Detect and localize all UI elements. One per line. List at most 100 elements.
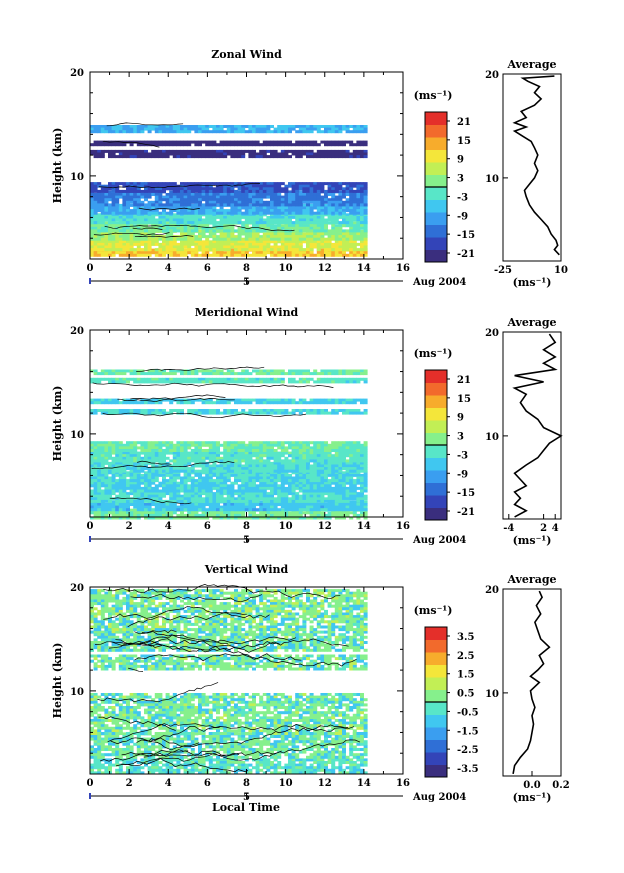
heatmap-cell bbox=[154, 486, 159, 490]
heatmap-cell bbox=[144, 471, 148, 475]
heatmap-cell bbox=[259, 492, 264, 496]
heatmap-cell bbox=[237, 242, 242, 246]
heatmap-cell bbox=[97, 516, 102, 520]
heatmap-cell bbox=[122, 198, 127, 202]
heatmap-cell bbox=[306, 127, 310, 131]
heatmap-cell bbox=[237, 149, 242, 153]
heatmap-cell bbox=[118, 152, 123, 156]
heatmap-cell bbox=[144, 481, 148, 485]
heatmap-cell bbox=[234, 489, 238, 493]
heatmap-cell bbox=[147, 200, 152, 204]
heatmap-cell bbox=[104, 484, 109, 488]
heatmap-cell bbox=[154, 451, 159, 455]
heatmap-cell bbox=[237, 251, 242, 255]
heatmap-cell bbox=[93, 224, 98, 228]
heatmap-cell bbox=[176, 213, 181, 217]
heatmap-cell bbox=[183, 215, 188, 219]
heatmap-cell bbox=[219, 155, 224, 159]
heatmap-cell bbox=[165, 511, 170, 515]
heatmap-cell bbox=[302, 454, 307, 458]
heatmap-cell bbox=[288, 155, 292, 159]
heatmap-cell bbox=[295, 499, 300, 503]
heatmap-cell bbox=[284, 127, 289, 131]
heatmap-cell bbox=[252, 206, 256, 210]
heatmap-cell bbox=[306, 237, 310, 241]
heatmap-cell bbox=[136, 152, 141, 156]
heatmap-cell bbox=[194, 253, 199, 257]
heatmap-cell bbox=[259, 152, 264, 156]
heatmap-cell bbox=[104, 479, 109, 483]
heatmap-cell bbox=[295, 152, 300, 156]
heatmap-cell bbox=[205, 492, 210, 496]
heatmap-cell bbox=[97, 229, 102, 233]
heatmap-cell bbox=[216, 484, 220, 488]
heatmap-cell bbox=[349, 237, 354, 241]
heatmap-cell bbox=[223, 464, 228, 468]
heatmap-cell bbox=[266, 229, 271, 233]
heatmap-cell bbox=[129, 235, 134, 239]
heatmap-cell bbox=[187, 232, 192, 236]
heatmap-cell bbox=[342, 187, 346, 191]
heatmap-cell bbox=[334, 209, 339, 213]
heatmap-cell bbox=[313, 203, 318, 207]
heatmap-cell bbox=[183, 203, 188, 207]
heatmap-cell bbox=[183, 516, 188, 520]
heatmap-cell bbox=[262, 513, 267, 517]
heatmap-cell bbox=[338, 508, 343, 512]
heatmap-cell bbox=[158, 513, 163, 517]
heatmap-cell bbox=[284, 467, 289, 471]
heatmap-cell bbox=[252, 505, 256, 509]
heatmap-cell bbox=[288, 140, 292, 144]
heatmap-cell bbox=[216, 497, 220, 501]
heatmap-cell bbox=[223, 140, 228, 144]
heatmap-cell bbox=[298, 235, 303, 239]
heatmap-cell bbox=[198, 127, 202, 131]
heatmap-cell bbox=[165, 152, 170, 156]
heatmap-cell bbox=[122, 461, 127, 465]
heatmap-cell bbox=[104, 237, 109, 241]
heatmap-cell bbox=[320, 213, 325, 217]
heatmap-cell bbox=[219, 476, 224, 480]
heatmap-cell bbox=[273, 229, 278, 233]
heatmap-cell bbox=[133, 503, 138, 506]
heatmap-cell bbox=[273, 251, 278, 255]
heatmap-cell bbox=[262, 454, 267, 458]
heatmap-cell bbox=[162, 198, 166, 202]
heatmap-cell bbox=[363, 481, 368, 485]
heatmap-cell bbox=[298, 190, 303, 194]
heatmap-cell bbox=[144, 189, 148, 193]
heatmap-cell bbox=[154, 242, 159, 246]
heatmap-cell bbox=[219, 511, 224, 515]
heatmap-cell bbox=[126, 467, 130, 471]
heatmap-cell bbox=[244, 237, 249, 241]
heatmap-cell bbox=[133, 240, 138, 244]
heatmap-cell bbox=[190, 215, 195, 219]
heatmap-cell bbox=[187, 229, 192, 233]
heatmap-cell bbox=[151, 184, 156, 188]
heatmap-cell bbox=[93, 508, 98, 512]
heatmap-cell bbox=[144, 467, 148, 471]
heatmap-cell bbox=[208, 240, 213, 244]
heatmap-cell bbox=[273, 245, 278, 249]
heatmap-cell bbox=[198, 499, 202, 503]
heatmap-cell bbox=[360, 206, 364, 210]
heatmap-cell bbox=[313, 486, 318, 490]
heatmap-cell bbox=[363, 215, 368, 219]
heatmap-cell bbox=[331, 237, 336, 241]
heatmap-cell bbox=[118, 203, 123, 207]
heatmap-cell bbox=[165, 149, 170, 153]
heatmap-cell bbox=[244, 224, 249, 228]
heatmap-cell bbox=[226, 513, 231, 517]
heatmap-cell bbox=[136, 211, 141, 215]
heatmap-cell bbox=[108, 187, 112, 191]
heatmap-cell bbox=[93, 221, 98, 225]
heatmap-cell bbox=[273, 143, 278, 147]
heatmap-cell bbox=[187, 182, 192, 186]
heatmap-cell bbox=[122, 248, 127, 252]
heatmap-cell bbox=[288, 184, 292, 188]
heatmap-cell bbox=[356, 497, 361, 501]
heatmap-cell bbox=[309, 479, 314, 483]
heatmap-cell bbox=[111, 213, 116, 217]
heatmap-cell bbox=[144, 229, 148, 233]
heatmap-cell bbox=[108, 209, 112, 213]
